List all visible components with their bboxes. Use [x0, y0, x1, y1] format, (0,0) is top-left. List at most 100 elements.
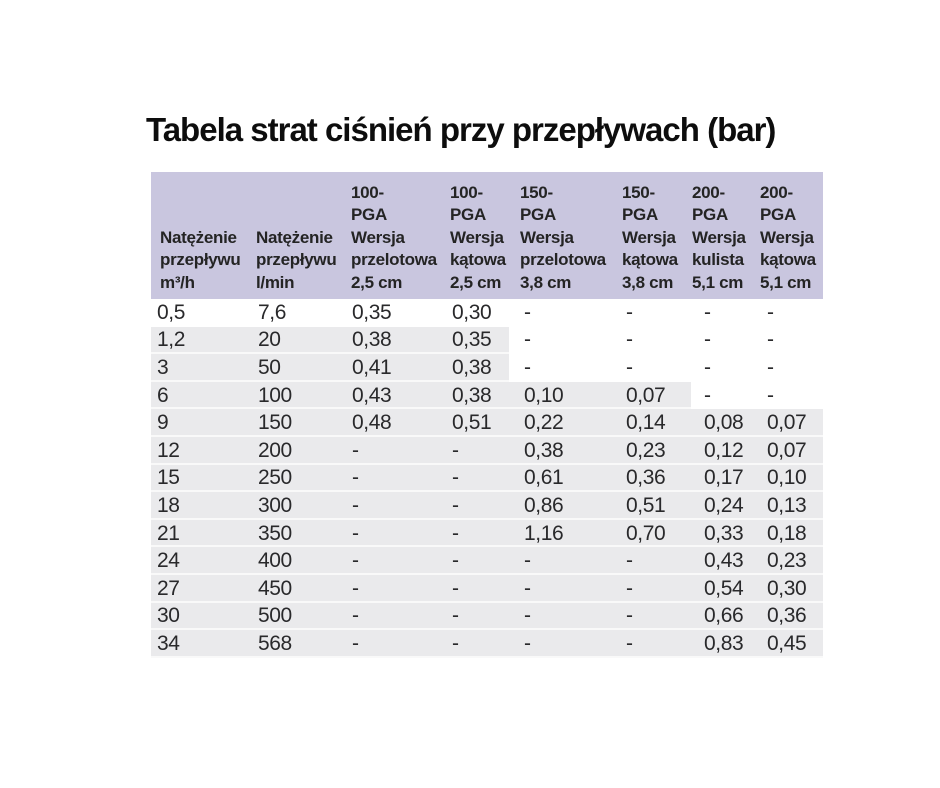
table-cell: 1,2 — [157, 328, 185, 352]
table-cell: 0,24 — [704, 493, 744, 517]
table-cell: - — [352, 576, 359, 600]
table-cell: - — [626, 631, 633, 655]
table-cell: - — [452, 604, 459, 628]
header-cell-col4: 100- PGA Wersja kątowa 2,5 cm — [450, 182, 506, 292]
table-cell: 0,18 — [767, 521, 807, 545]
page-title: Tabela strat ciśnień przy przepływach (b… — [146, 111, 776, 148]
table-cell: 0,38 — [352, 328, 392, 352]
table-cell: 0,12 — [704, 438, 744, 462]
table-cell: - — [626, 300, 633, 324]
table-cell: - — [352, 466, 359, 490]
table-cell: - — [524, 328, 531, 352]
header-cell-col3: 100- PGA Wersja przelotowa 2,5 cm — [351, 182, 437, 292]
table-cell: 350 — [258, 521, 292, 545]
table-cell: 15 — [157, 466, 180, 490]
table-cell: - — [704, 383, 711, 407]
table-row: 12 200 - - 0,38 0,23 0,12 0,07 — [151, 436, 823, 465]
table-cell: 0,41 — [352, 355, 392, 379]
table-cell: 0,36 — [767, 604, 807, 628]
table-cell: 0,35 — [452, 328, 492, 352]
table-header-row: Natężenie przepływu m³/h Natężenie przepł… — [151, 172, 823, 299]
pressure-loss-table: Natężenie przepływu m³/h Natężenie przepł… — [151, 172, 823, 658]
table-cell: 250 — [258, 466, 292, 490]
table-cell: 7,6 — [258, 300, 286, 324]
table-row: 15 250 - - 0,61 0,36 0,17 0,10 — [151, 464, 823, 493]
table-cell: 1,16 — [524, 521, 564, 545]
table-cell: 100 — [258, 383, 292, 407]
table-cell: - — [767, 355, 774, 379]
table-cell: 0,17 — [704, 466, 744, 490]
table-cell: 9 — [157, 411, 169, 435]
table-cell: 0,30 — [767, 576, 807, 600]
header-cell-col7: 200- PGA Wersja kulista 5,1 cm — [692, 182, 746, 292]
header-cell-col8: 200- PGA Wersja kątowa 5,1 cm — [760, 182, 816, 292]
table-cell: 150 — [258, 411, 292, 435]
table-cell: 0,48 — [352, 411, 392, 435]
table-cell: 34 — [157, 631, 180, 655]
table-cell: - — [524, 549, 531, 573]
table-cell: 50 — [258, 355, 281, 379]
table-cell: 0,83 — [704, 631, 744, 655]
table-cell: - — [452, 438, 459, 462]
table-cell: - — [767, 328, 774, 352]
table-cell: - — [524, 631, 531, 655]
table-cell: - — [524, 576, 531, 600]
table-body: 0,5 7,6 0,35 0,30- - - -1,2 20 0,38 0,35- - - -3 50 0,… — [151, 299, 823, 658]
table-cell: 24 — [157, 549, 180, 573]
table-cell: 0,07 — [767, 438, 807, 462]
table-cell: - — [352, 631, 359, 655]
table-cell: 0,38 — [452, 383, 492, 407]
table-cell: 0,5 — [157, 300, 185, 324]
table-row: 21 350 - - 1,16 0,70 0,33 0,18 — [151, 519, 823, 548]
header-cell-col6: 150- PGA Wersja kątowa 3,8 cm — [622, 182, 678, 292]
table-cell: 0,10 — [524, 383, 564, 407]
table-cell: - — [704, 328, 711, 352]
table-row: 6 100 0,43 0,38 0,10 0,07 - - — [151, 381, 823, 410]
table-row: 34 568 - - - - 0,83 0,45 — [151, 630, 823, 658]
table-row: 30 500 - - - - 0,66 0,36 — [151, 602, 823, 631]
table-cell: - — [452, 576, 459, 600]
table-cell: 0,43 — [704, 549, 744, 573]
table-cell: 18 — [157, 493, 180, 517]
table-cell: - — [352, 438, 359, 462]
table-cell: 6 — [157, 383, 169, 407]
table-cell: 21 — [157, 521, 180, 545]
table-cell: 0,35 — [352, 300, 392, 324]
table-cell: 568 — [258, 631, 292, 655]
table-row: 18 300 - - 0,86 0,51 0,24 0,13 — [151, 492, 823, 520]
table-cell: 300 — [258, 493, 292, 517]
table-cell: - — [352, 493, 359, 517]
table-cell: 3 — [157, 355, 169, 379]
table-row: 0,5 7,6 0,35 0,30 - - - - — [151, 299, 823, 327]
table-cell: 0,61 — [524, 466, 564, 490]
table-cell: 0,33 — [704, 521, 744, 545]
table-cell: 0,38 — [524, 438, 564, 462]
table-cell: 0,22 — [524, 411, 564, 435]
table-cell: 450 — [258, 576, 292, 600]
table-row: 3 50 0,41 0,38 - - - - — [151, 354, 823, 382]
table-cell: 12 — [157, 438, 180, 462]
table-cell: - — [452, 493, 459, 517]
table-cell: 400 — [258, 549, 292, 573]
table-row: 1,2 20 0,38 0,35 - - - - — [151, 326, 823, 355]
table-cell: 0,08 — [704, 411, 744, 435]
table-cell: - — [352, 604, 359, 628]
table-cell: 0,07 — [767, 411, 807, 435]
table-cell: 0,36 — [626, 466, 666, 490]
header-cell-col5: 150- PGA Wersja przelotowa 3,8 cm — [520, 182, 606, 292]
table-cell: 20 — [258, 328, 281, 352]
table-row: 24 400 - - - - 0,43 0,23 — [151, 547, 823, 575]
table-cell: - — [452, 466, 459, 490]
table-cell: - — [626, 355, 633, 379]
table-row: 27 450 - - - - 0,54 0,30 — [151, 574, 823, 603]
table-cell: - — [352, 521, 359, 545]
table-row: 9 150 0,48 0,51 0,22 0,14 0,08 0,07 — [151, 409, 823, 437]
table-cell: - — [626, 328, 633, 352]
table-cell: - — [452, 549, 459, 573]
table-cell: 0,66 — [704, 604, 744, 628]
table-cell: - — [704, 355, 711, 379]
header-cell-col2: Natężenie przepływu l/min — [256, 227, 337, 292]
table-cell: 0,10 — [767, 466, 807, 490]
table-cell: 200 — [258, 438, 292, 462]
